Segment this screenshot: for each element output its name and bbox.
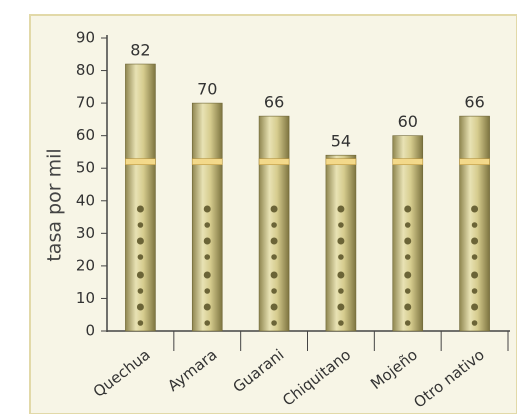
flute-hole — [471, 205, 479, 213]
value-label: 82 — [130, 41, 150, 60]
flute-hole — [271, 222, 277, 228]
flute-hole — [471, 303, 479, 311]
flute-hole — [204, 222, 211, 228]
flute-ring — [392, 158, 424, 166]
flute-hole — [404, 254, 411, 260]
flute-hole — [271, 320, 277, 326]
flute-ring — [191, 158, 223, 166]
flute-hole — [137, 222, 144, 228]
flute-hole — [404, 303, 412, 311]
y-tick-label: 40 — [76, 191, 95, 209]
flute-hole — [137, 288, 144, 294]
flute-hole — [203, 271, 211, 279]
flute-hole — [203, 237, 211, 245]
value-label: 60 — [398, 112, 418, 131]
flute-hole — [203, 205, 211, 213]
flute-ring — [325, 158, 357, 166]
bar — [125, 63, 156, 332]
y-tick-label: 70 — [76, 94, 95, 112]
flute-ring — [125, 158, 156, 166]
y-tick-label: 90 — [76, 29, 95, 47]
flute-hole — [337, 237, 345, 245]
flute-hole — [337, 271, 345, 279]
flute-hole — [136, 237, 144, 245]
flute-hole — [471, 237, 479, 245]
flute-hole — [404, 222, 411, 228]
flute-hole — [404, 205, 412, 213]
flute-hole — [270, 237, 278, 245]
y-tick-label: 50 — [76, 159, 95, 177]
flute-hole — [404, 288, 411, 294]
flute-hole — [137, 254, 144, 260]
y-axis-title: tasa por mil — [44, 148, 66, 261]
flute-hole — [136, 205, 144, 213]
flute-hole — [471, 288, 478, 294]
flute-hole — [404, 237, 412, 245]
flute-hole — [271, 288, 277, 294]
value-label: 66 — [264, 93, 284, 112]
flute-hole — [337, 205, 345, 213]
y-tick-label: 80 — [76, 61, 95, 79]
flute-hole — [204, 254, 211, 260]
y-tick-label: 10 — [76, 289, 95, 307]
y-tick-label: 20 — [76, 256, 95, 274]
flute-hole — [136, 303, 144, 311]
value-label: 70 — [197, 80, 217, 99]
flute-hole — [136, 271, 144, 279]
flute-hole — [203, 303, 211, 311]
y-tick-label: 30 — [76, 224, 95, 242]
flute-hole — [270, 205, 278, 213]
flute-hole — [471, 320, 478, 326]
flute-hole — [404, 271, 412, 279]
y-tick-label: 60 — [76, 126, 95, 144]
flute-hole — [271, 254, 277, 260]
flute-hole — [204, 288, 211, 294]
flute-hole — [338, 320, 344, 326]
flute-hole — [137, 320, 144, 326]
y-tick-label: 0 — [85, 322, 95, 340]
value-label: 54 — [331, 132, 351, 151]
flute-hole — [471, 254, 478, 260]
bar — [392, 135, 424, 332]
flute-hole — [338, 254, 344, 260]
flute-hole — [204, 320, 211, 326]
flute-ring — [459, 158, 490, 166]
flute-hole — [270, 303, 278, 311]
flute-hole — [337, 303, 345, 311]
flute-ring — [258, 158, 290, 166]
flute-hole — [338, 222, 344, 228]
flute-hole — [471, 271, 479, 279]
flute-hole — [404, 320, 411, 326]
flute-hole — [471, 222, 478, 228]
value-label: 66 — [464, 93, 484, 112]
flute-hole — [338, 288, 344, 294]
bar — [191, 102, 223, 332]
flute-hole — [270, 271, 278, 279]
